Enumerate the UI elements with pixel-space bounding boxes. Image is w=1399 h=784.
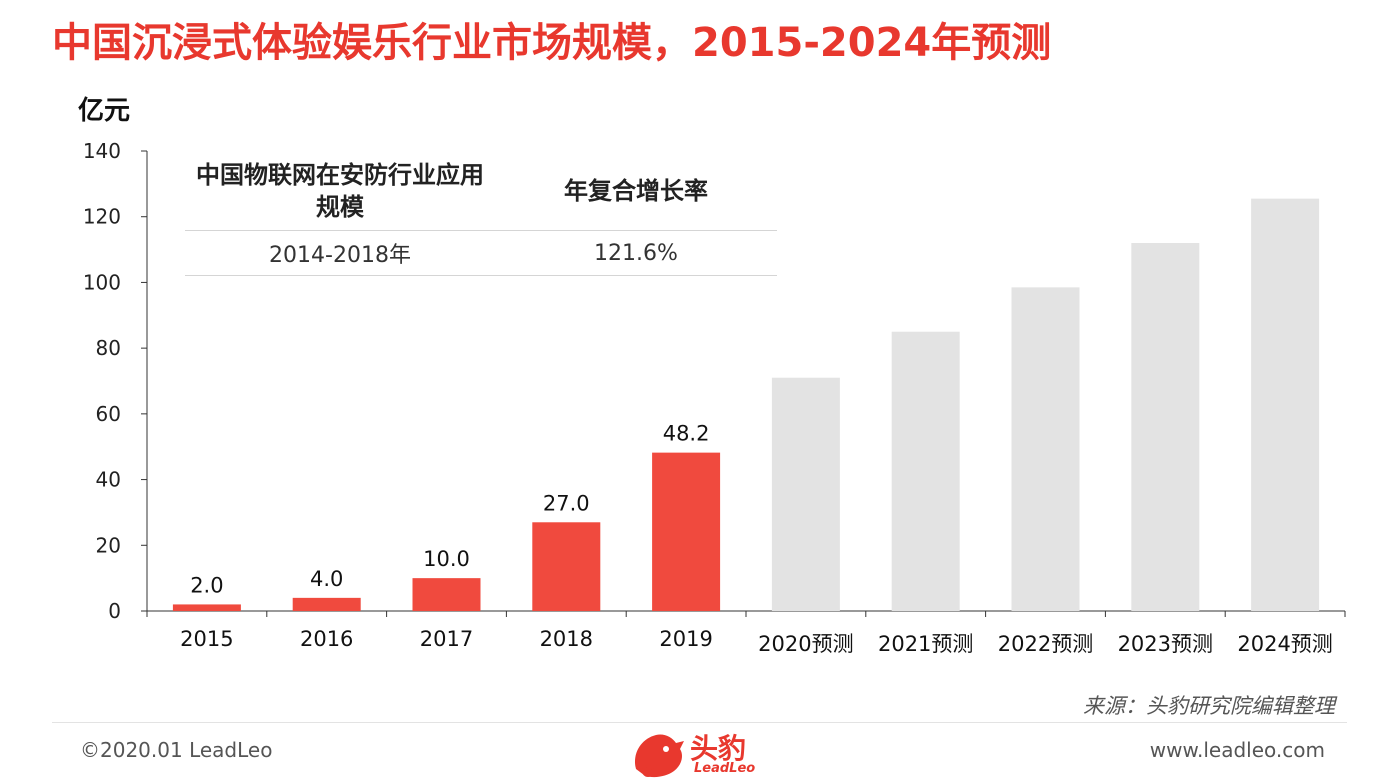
copyright-text: ©2020.01 LeadLeo (80, 738, 273, 762)
x-tick-label: 2023预测 (1118, 632, 1213, 656)
logo-text: 头豹 (690, 732, 747, 765)
y-tick-label: 60 (96, 402, 121, 426)
bar (771, 377, 840, 611)
y-tick-label: 20 (96, 533, 121, 557)
data-label: 27.0 (543, 491, 590, 515)
leadleo-logo: 头豹 LeadLeo (628, 725, 778, 781)
y-tick-label: 80 (96, 336, 121, 360)
data-label: 48.2 (663, 422, 710, 446)
logo-subtext: LeadLeo (694, 761, 756, 776)
cagr-table-header: 中国物联网在安防行业应用规模 年复合增长率 (185, 152, 777, 231)
cagr-header-rate: 年复合增长率 (564, 177, 708, 205)
source-note: 来源：头豹研究院编辑整理 (1083, 694, 1335, 718)
chart-axes: 0 20 40 60 80 100 120 140 (83, 139, 1346, 623)
chart-bars (172, 198, 1320, 611)
y-tick-label: 120 (83, 205, 121, 229)
bar (412, 578, 481, 611)
cagr-table-row: 2014-2018年 121.6% (185, 231, 777, 276)
website-link[interactable]: www.leadleo.com (1149, 738, 1325, 762)
cagr-value: 121.6% (594, 240, 678, 266)
y-tick-label: 140 (83, 139, 121, 163)
y-tick-label: 100 (83, 270, 121, 294)
bar (1131, 243, 1200, 611)
page-title: 中国沉浸式体验娱乐行业市场规模，2015-2024年预测 (52, 20, 1052, 66)
x-tick-label: 2024预测 (1237, 632, 1332, 656)
bar (1251, 198, 1320, 611)
bar (891, 331, 960, 611)
data-label: 10.0 (423, 547, 470, 571)
data-label: 2.0 (190, 573, 223, 597)
x-tick-label: 2019 (659, 627, 712, 651)
y-tick-label: 40 (96, 468, 121, 492)
bar (172, 604, 241, 611)
x-tick-label: 2018 (540, 627, 593, 651)
x-tick-label: 2017 (420, 627, 473, 651)
leopard-icon (634, 734, 684, 778)
bar (1011, 287, 1080, 611)
footer-divider (52, 722, 1347, 723)
cagr-table: 中国物联网在安防行业应用规模 年复合增长率 2014-2018年 121.6% (185, 152, 777, 276)
y-tick-label: 0 (108, 599, 121, 623)
x-tick-label: 2022预测 (998, 632, 1093, 656)
bar (532, 522, 601, 611)
chart-labels: 2.0 2015 4.0 2016 10.0 2017 27.0 2018 48.2 2019 20… (180, 422, 1333, 656)
cagr-header-metric: 中国物联网在安防行业应用规模 (196, 161, 484, 221)
bar (652, 452, 721, 611)
cagr-period: 2014-2018年 (269, 243, 411, 268)
data-label: 4.0 (310, 567, 343, 591)
x-tick-label: 2021预测 (878, 632, 973, 656)
x-tick-label: 2015 (180, 627, 233, 651)
x-tick-label: 2020预测 (758, 632, 853, 656)
y-axis-unit: 亿元 (78, 96, 131, 126)
x-tick-label: 2016 (300, 627, 353, 651)
bar (292, 597, 361, 611)
